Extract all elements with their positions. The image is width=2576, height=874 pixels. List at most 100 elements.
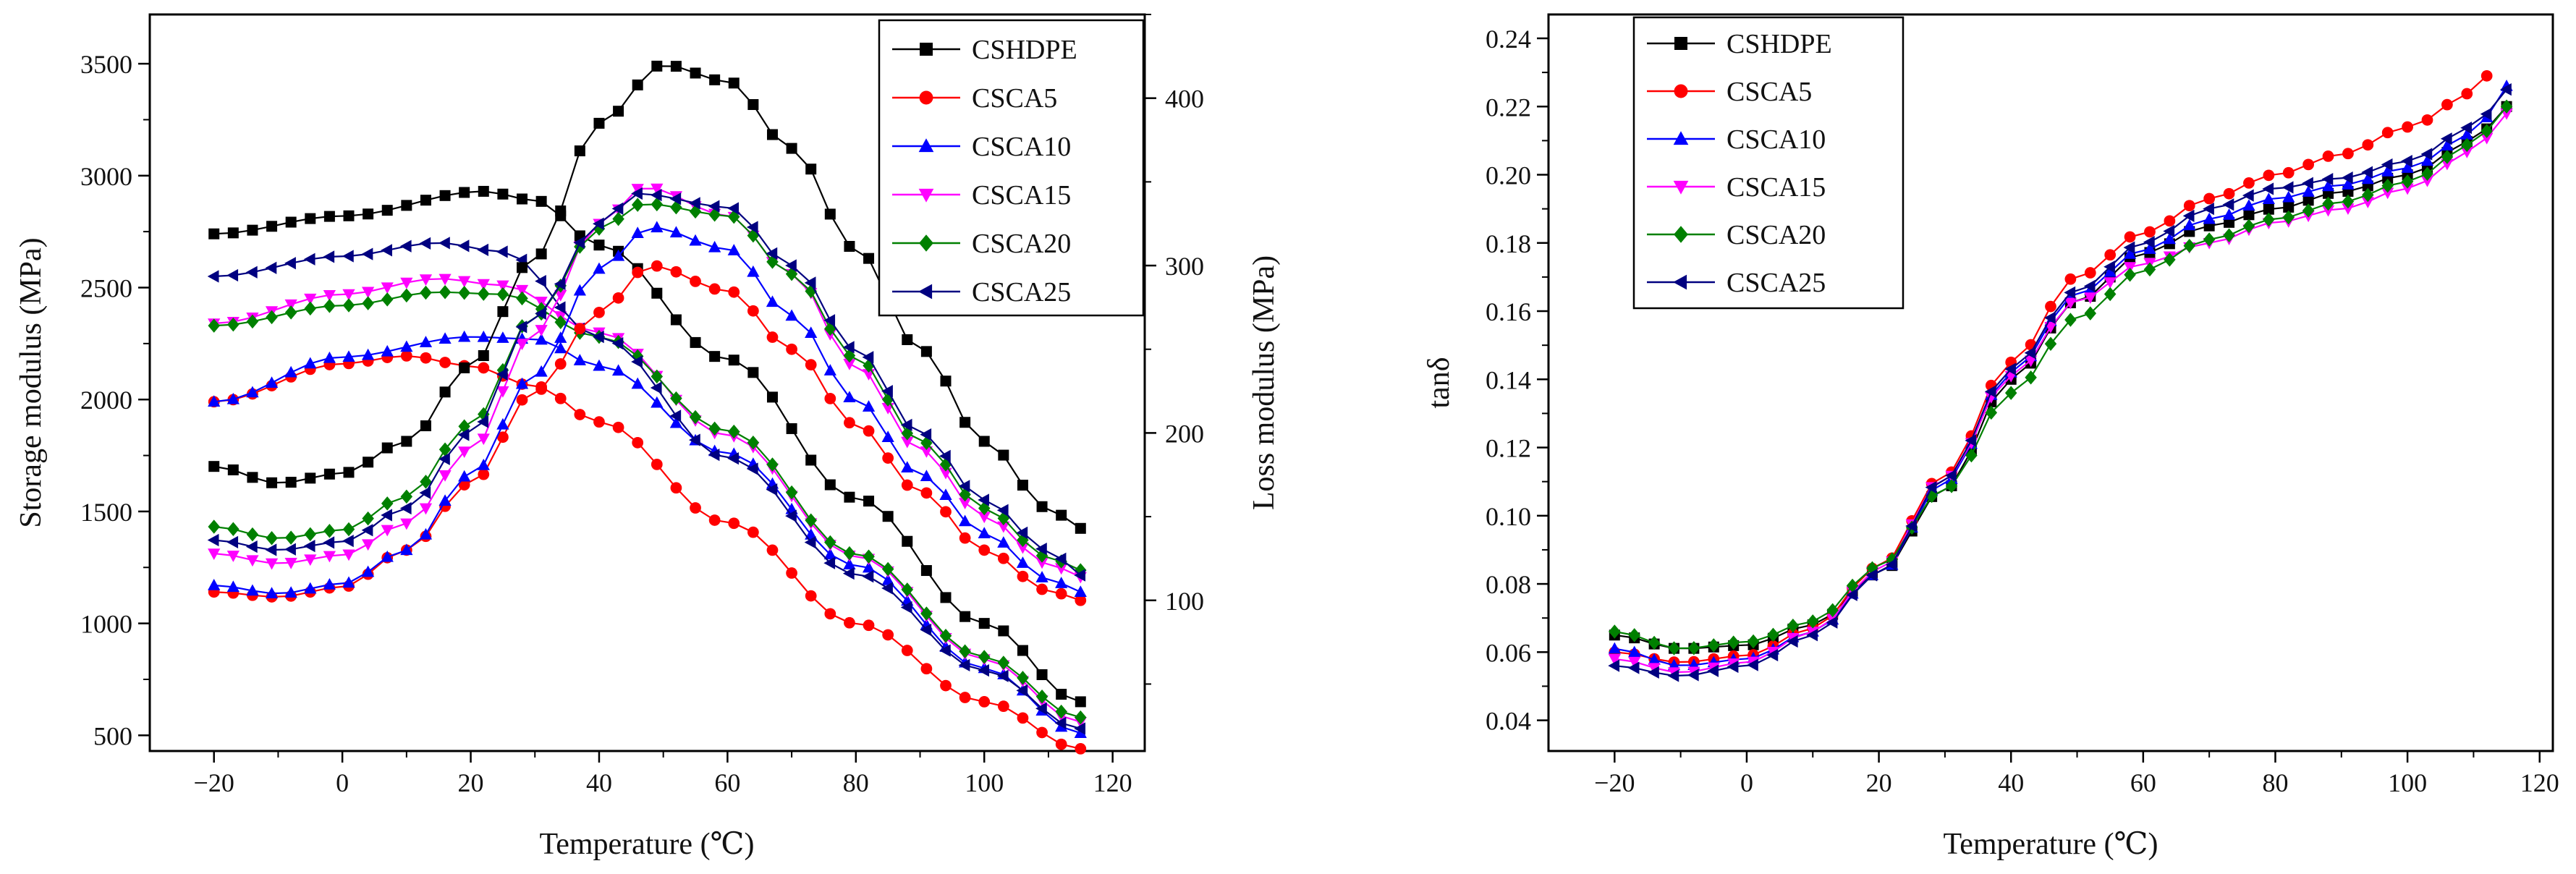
- chart1-storage-cshdpe-point: [978, 618, 990, 629]
- chart1-storage-csca15-point: [342, 289, 355, 301]
- chart1-storage-csca10-line: [213, 336, 1081, 734]
- chart1-loss-cshdpe-point: [208, 461, 220, 472]
- chart1-storage-csca25-point: [226, 268, 239, 282]
- chart1-storage-csca5-point: [1036, 726, 1048, 739]
- chart1-storage-csca20-point: [400, 288, 413, 303]
- chart1-loss-csca10-point: [208, 578, 221, 590]
- chart2-tandelta-csca20-point: [2322, 196, 2334, 211]
- chart1-storage-csca25-point: [996, 669, 1009, 682]
- chart2-tandelta-csca20-point: [1687, 640, 1700, 656]
- chart1-loss-csca15-point: [920, 446, 933, 458]
- chart1-loss-csca25-point: [958, 480, 970, 493]
- chart2-tandelta-csca15-point: [2460, 147, 2473, 158]
- chart2-tandelta-csca20-point: [2282, 210, 2295, 225]
- chart1-storage-csca25-point: [361, 247, 373, 260]
- chart1-storage-cshdpe-point: [786, 423, 797, 434]
- chart1-storage-csca25-point: [303, 253, 315, 266]
- chart1-legend-label: CSCA25: [972, 277, 1071, 307]
- chart2-tandelta-csca15-point: [2381, 187, 2394, 200]
- chart1-storage-csca5-point: [1075, 743, 1087, 755]
- chart2-tandelta-csca5-point: [2045, 300, 2056, 313]
- chart1-loss-csca25-point: [920, 428, 932, 441]
- chart1-loss-csca15-point: [496, 386, 509, 398]
- chart1-storage-modulus-series: [207, 185, 1087, 755]
- chart1-storage-csca10-point: [631, 377, 644, 389]
- chart1-loss-csca5-point: [728, 286, 740, 298]
- chart1-loss-cshdpe-point: [632, 79, 643, 90]
- chart2-tandelta-csca10-point: [1608, 642, 1621, 654]
- chart2-legend-box: [1632, 16, 1905, 310]
- chart1-storage-csca5-line: [213, 355, 1081, 750]
- chart1-storage-cshdpe-point: [766, 391, 778, 403]
- chart1-loss-csca5-point: [920, 487, 933, 499]
- chart2-tandelta-csca25-point: [1965, 434, 1977, 447]
- chart1-loss-csca5-point: [497, 431, 509, 444]
- chart1-storage-cshdpe-point: [517, 193, 528, 205]
- chart1-loss-csca10-point: [920, 470, 933, 481]
- chart2-y-tick-label: 0.08: [1486, 570, 1531, 599]
- chart1-storage-csca10-point: [284, 365, 297, 378]
- chart1-loss-cshdpe-point: [420, 420, 431, 432]
- chart1-loss-cshdpe-point: [728, 77, 740, 89]
- chart1-storage-csca25-point: [900, 601, 912, 614]
- chart2-tandelta-csca5-point: [2342, 148, 2354, 160]
- chart1-loss-csca25-point: [766, 247, 778, 260]
- chart1-loss-csca15-point: [226, 551, 240, 562]
- chart1-loss-csca15-point: [978, 512, 991, 524]
- chart2-tandelta-csca15-point: [2024, 355, 2038, 368]
- chart1-loss-csca25-point: [939, 449, 951, 463]
- chart2-y-tick-label: 0.12: [1486, 434, 1531, 463]
- chart2-tandelta-csca25-point: [2123, 241, 2135, 254]
- chart2-tandelta-csca25-point: [2341, 171, 2353, 184]
- chart1-storage-csca20-point: [420, 285, 432, 300]
- chart1-loss-csca25-point: [515, 321, 528, 334]
- chart1-storage-csca10-point: [226, 392, 240, 404]
- chart2-tandelta-csca25-point: [2361, 166, 2373, 179]
- chart1-storage-csca25-point: [419, 237, 431, 250]
- chart2-tandelta-csca10-point: [2420, 154, 2434, 166]
- chart1-loss-cshdpe-point: [998, 449, 1009, 461]
- chart1-loss-csca20-point: [304, 527, 317, 542]
- chart2-tandelta-csca25-point: [2302, 177, 2313, 190]
- chart1-loss-csca20-point: [342, 522, 355, 537]
- chart2-legend-swatch-marker: [1674, 226, 1688, 243]
- chart2-x-tick-labels: −20 0 20 40 60 80 100 120: [1594, 768, 2559, 797]
- chart1-storage-csca25-point: [823, 556, 836, 569]
- chart2-tandelta-csca25-point: [2203, 203, 2214, 216]
- chart1-storage-csca25-point: [958, 658, 970, 671]
- chart1-storage-csca10-point: [669, 416, 683, 428]
- chart1-loss-cshdpe-point: [978, 436, 990, 447]
- chart1-loss-csca20-point: [651, 197, 664, 212]
- chart2-tandelta-csca5-point: [2183, 200, 2195, 212]
- chart2-y-tick-label: 0.20: [1486, 161, 1531, 190]
- chart2-tandelta-csca10-point: [1648, 653, 1661, 665]
- chart1-storage-csca10-point: [1074, 726, 1087, 738]
- chart1-storage-cshdpe-point: [285, 216, 297, 228]
- chart1-loss-csca20-point: [381, 496, 394, 511]
- chart1-storage-csca25-point: [323, 250, 335, 263]
- chart2-legend-label: CSCA25: [1726, 268, 1826, 298]
- chart1-loss-csca10-point: [689, 234, 702, 246]
- chart1-loss-csca20-point: [266, 531, 278, 546]
- chart1-loss-csca10-point: [496, 417, 509, 430]
- chart2-tandelta-csca20-point: [1945, 479, 1958, 493]
- chart2-tandelta-csca15-point: [2342, 203, 2355, 215]
- chart2-tandelta-csca25-point: [1747, 658, 1758, 671]
- chart1-loss-csca10-point: [419, 527, 433, 540]
- chart2-tandelta-csca20-point: [2421, 166, 2433, 182]
- chart2-tandelta-csca10-point: [2262, 192, 2275, 204]
- chart1-x-tick-label: −20: [194, 768, 234, 797]
- chart1-legend-swatch-marker: [919, 234, 933, 252]
- chart1-storage-cshdpe-point: [478, 185, 489, 197]
- chart2-tandelta-csca20-point: [2004, 386, 2017, 400]
- chart1-loss-cshdpe-point: [805, 164, 817, 175]
- chart1-loss-csca15-point: [438, 470, 452, 482]
- chart1-plot-frame: [148, 13, 1146, 752]
- chart1-loss-csca25-point: [1035, 543, 1047, 556]
- chart1-loss-csca25-point: [496, 368, 508, 381]
- chart1-loss-csca25-point: [1054, 552, 1067, 565]
- chart1-loss-cshdpe-point: [747, 99, 759, 111]
- chart1-storage-csca5-point: [400, 349, 412, 362]
- chart1-loss-csca25-point: [245, 540, 258, 553]
- chart1-storage-csca20-point: [381, 292, 394, 307]
